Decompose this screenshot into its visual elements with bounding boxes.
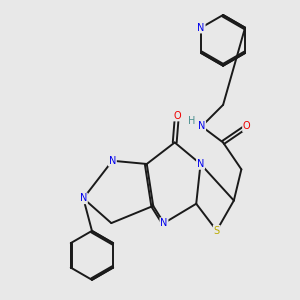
Text: N: N: [160, 218, 168, 228]
Text: O: O: [243, 122, 250, 131]
Text: N: N: [80, 194, 87, 203]
Text: S: S: [214, 226, 220, 236]
Text: N: N: [197, 23, 205, 33]
Text: O: O: [173, 111, 181, 121]
Text: N: N: [109, 156, 116, 166]
Text: H: H: [188, 116, 196, 126]
Text: N: N: [198, 122, 205, 131]
Text: N: N: [197, 159, 204, 169]
